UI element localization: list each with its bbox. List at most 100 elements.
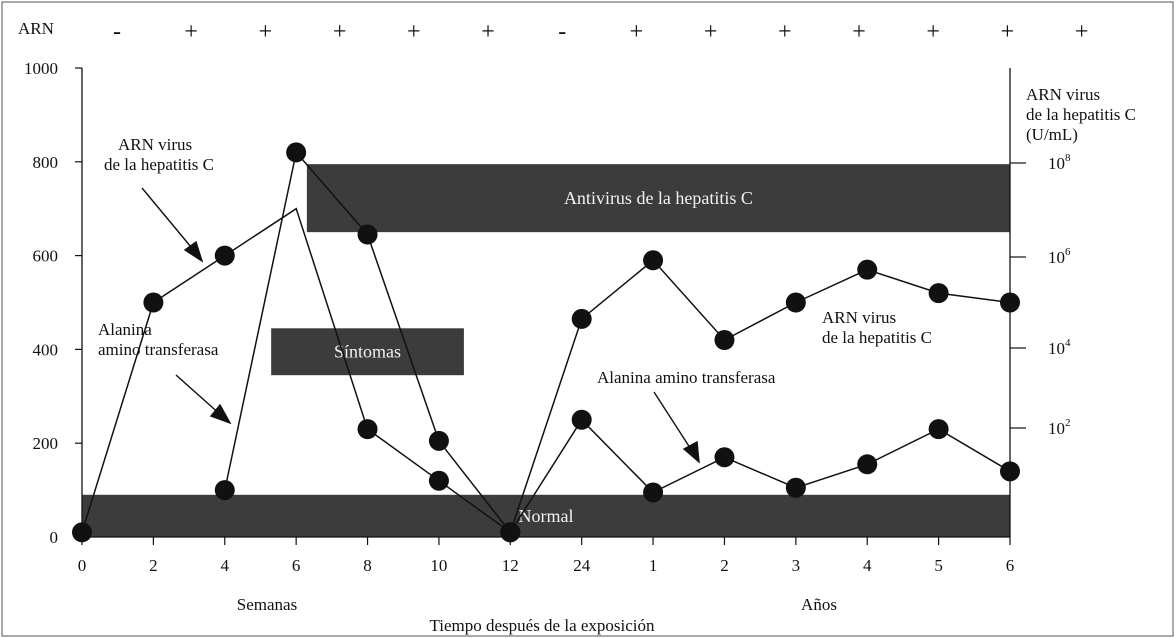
arn-sign-4: + (407, 19, 421, 45)
series-0-point-10 (785, 477, 806, 498)
arn-signs: - + + + + + - + + + + + + + (113, 19, 1088, 45)
series-0-point-0 (72, 522, 92, 543)
band-label-0: Normal (519, 506, 574, 526)
y-left-tick-label-2: 400 (33, 340, 59, 359)
annotation-arn-left-line-1: ARN virus (118, 135, 192, 154)
x-tick-label-3: 6 (292, 556, 301, 575)
y-right-tick-label-2: 106 (1048, 246, 1071, 267)
annotation-arn-right: ARN virus de la hepatitis C (822, 308, 932, 347)
x-tick-label-12: 5 (934, 556, 943, 575)
y-left-tick-label-1: 200 (33, 434, 59, 453)
x-tick-label-9: 2 (720, 556, 729, 575)
arrowhead-alt-right (682, 440, 700, 464)
x-tick-label-6: 12 (502, 556, 519, 575)
arn-row-label: ARN (18, 19, 54, 38)
arn-sign-3: + (333, 19, 347, 45)
arrowhead-arn-left (183, 240, 204, 263)
arn-sign-12: + (1001, 19, 1015, 45)
y-right-tick-exp-0: 2 (1065, 417, 1071, 429)
series-1-point-0 (214, 480, 235, 501)
y-left-tick-label-0: 0 (50, 528, 59, 547)
series-line-1 (224, 150, 1011, 534)
right-axis-title-line-1: ARN virus (1026, 85, 1100, 104)
series-1-point-2 (357, 224, 378, 245)
y-right-tick-base-3: 10 (1048, 154, 1065, 173)
series-0-point-1 (143, 292, 164, 313)
x-tick-label-2: 4 (221, 556, 230, 575)
series-1-point-8 (785, 292, 806, 313)
band-label-2: Antivirus de la hepatitis C (564, 188, 753, 208)
annotation-arn-left-line-2: de la hepatitis C (104, 155, 214, 174)
arrowhead-alt-left (209, 403, 232, 425)
y-left-tick-label-5: 1000 (24, 59, 58, 78)
series-1-point-1 (286, 142, 307, 163)
annotation-alt-right-line-1: Alanina amino transferasa (597, 368, 776, 387)
x-group-years: Años (801, 595, 837, 614)
band-1 (271, 328, 464, 376)
annotation-alt-left-line-1: Alanina (98, 320, 152, 339)
y-right-tick-exp-2: 6 (1065, 246, 1071, 258)
y-right-tick-label-3: 108 (1048, 152, 1071, 173)
y-right-tick-exp-3: 8 (1065, 152, 1071, 164)
x-tick-label-4: 8 (363, 556, 372, 575)
series-1-point-3 (428, 430, 449, 451)
arn-sign-1: + (184, 19, 198, 45)
y-right-tick-label-1: 104 (1048, 337, 1071, 358)
y-right-tick-label-0: 102 (1048, 417, 1071, 438)
y-right-tick-base-0: 10 (1048, 419, 1065, 438)
x-group-weeks: Semanas (237, 595, 297, 614)
x-axis-title: Tiempo después de la exposición (429, 616, 655, 635)
series-0-point-4 (357, 419, 378, 440)
series-0-point-5 (428, 470, 449, 491)
x-tick-label-11: 4 (863, 556, 872, 575)
series-0-point-11 (857, 454, 878, 475)
series-1-point-7 (714, 330, 735, 351)
x-tick-label-13: 6 (1006, 556, 1015, 575)
band-0 (82, 494, 1010, 537)
band-2 (306, 164, 1010, 233)
arrow-alt-right (653, 391, 695, 455)
annotation-arrows (141, 187, 700, 464)
annotation-arn-right-line-2: de la hepatitis C (822, 328, 932, 347)
series-1-point-10 (928, 283, 949, 304)
series-layer (72, 142, 1020, 543)
arn-sign-5: + (481, 19, 495, 45)
arn-sign-9: + (778, 19, 792, 45)
x-tick-label-1: 2 (149, 556, 158, 575)
x-tick-label-7: 24 (573, 556, 591, 575)
x-tick-label-0: 0 (78, 556, 87, 575)
y-left-tick-label-4: 800 (33, 153, 59, 172)
series-0-point-2 (214, 245, 235, 266)
arrow-alt-left (175, 374, 223, 417)
arn-sign-8: + (704, 19, 718, 45)
x-tick-label-8: 1 (649, 556, 658, 575)
arn-sign-13: + (1075, 19, 1089, 45)
y-right-tick-base-1: 10 (1048, 339, 1065, 358)
arn-sign-0: - (113, 19, 121, 45)
x-tick-label-10: 3 (792, 556, 801, 575)
series-line-0 (81, 207, 1011, 534)
series-0-point-8 (643, 482, 664, 503)
y-right-tick-base-2: 10 (1048, 248, 1065, 267)
arn-sign-6: - (558, 19, 566, 45)
y-left-tick-label-3: 600 (33, 247, 59, 266)
bands-layer: Normal Síntomas Antivirus de la hepatitis … (82, 164, 1010, 537)
series-1-point-6 (643, 250, 664, 271)
arn-sign-11: + (926, 19, 940, 45)
series-0-point-7 (571, 409, 592, 430)
series-1-point-4 (500, 522, 521, 543)
arn-sign-7: + (630, 19, 644, 45)
annotation-arn-left: ARN virus de la hepatitis C (104, 135, 214, 174)
series-0-point-9 (714, 447, 735, 468)
annotation-alt-left: Alanina amino transferasa (98, 320, 219, 359)
series-1-point-5 (571, 308, 592, 329)
band-label-1: Síntomas (334, 342, 401, 362)
annotation-arn-right-line-1: ARN virus (822, 308, 896, 327)
series-1-point-11 (1000, 292, 1020, 313)
x-tick-label-5: 10 (430, 556, 447, 575)
series-0-point-13 (1000, 461, 1020, 482)
annotation-alt-right: Alanina amino transferasa (597, 368, 776, 387)
